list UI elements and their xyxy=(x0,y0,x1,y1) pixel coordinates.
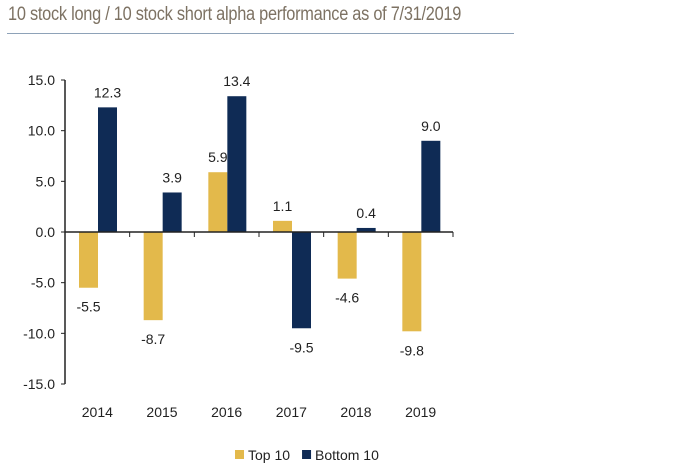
data-label: 12.3 xyxy=(94,84,121,100)
bar-top-10-2019 xyxy=(402,232,422,332)
x-tick-label: 2017 xyxy=(276,404,307,420)
y-tick-label: 10.0 xyxy=(28,123,55,139)
bar-top-10-2017 xyxy=(273,220,292,232)
title-divider xyxy=(7,33,514,34)
y-tick-label: 5.0 xyxy=(36,173,56,189)
y-tick-label: 0.0 xyxy=(36,224,56,240)
bar-bottom-10-2016 xyxy=(227,96,247,232)
bar-bottom-10-2018 xyxy=(356,227,376,232)
bar-bottom-10-2015 xyxy=(162,192,182,232)
x-tick-label: 2014 xyxy=(82,404,113,420)
legend-label: Bottom 10 xyxy=(315,447,379,463)
y-tick-label: -15.0 xyxy=(23,376,55,392)
data-label: 3.9 xyxy=(162,169,182,185)
data-label: 0.4 xyxy=(356,205,376,221)
data-label: 13.4 xyxy=(223,73,250,89)
bar-top-10-2015 xyxy=(143,232,163,321)
legend-swatch xyxy=(235,450,244,459)
data-label: -9.5 xyxy=(289,339,313,355)
bar-bottom-10-2019 xyxy=(421,140,441,232)
data-label: -4.6 xyxy=(335,290,359,306)
chart-title: 10 stock long / 10 stock short alpha per… xyxy=(8,4,462,25)
data-label: -5.5 xyxy=(76,299,100,315)
data-label: 9.0 xyxy=(421,118,441,134)
data-label: 1.1 xyxy=(273,198,293,214)
y-tick-label: -10.0 xyxy=(23,325,55,341)
x-tick-label: 2015 xyxy=(146,404,177,420)
legend-label: Top 10 xyxy=(248,447,290,463)
x-tick-label: 2019 xyxy=(405,404,436,420)
y-tick-label: 15.0 xyxy=(28,72,55,88)
data-label: 5.9 xyxy=(208,149,228,165)
data-label: -9.8 xyxy=(400,342,424,358)
bar-top-10-2016 xyxy=(208,172,228,232)
legend-swatch xyxy=(302,450,312,459)
x-tick-label: 2018 xyxy=(340,404,371,420)
bar-top-10-2018 xyxy=(337,232,357,279)
bar-bottom-10-2017 xyxy=(292,232,311,329)
data-label: -8.7 xyxy=(141,331,165,347)
y-tick-label: -5.0 xyxy=(31,275,55,291)
bar-bottom-10-2014 xyxy=(98,107,117,232)
bar-top-10-2014 xyxy=(79,232,98,288)
x-tick-label: 2016 xyxy=(211,404,242,420)
